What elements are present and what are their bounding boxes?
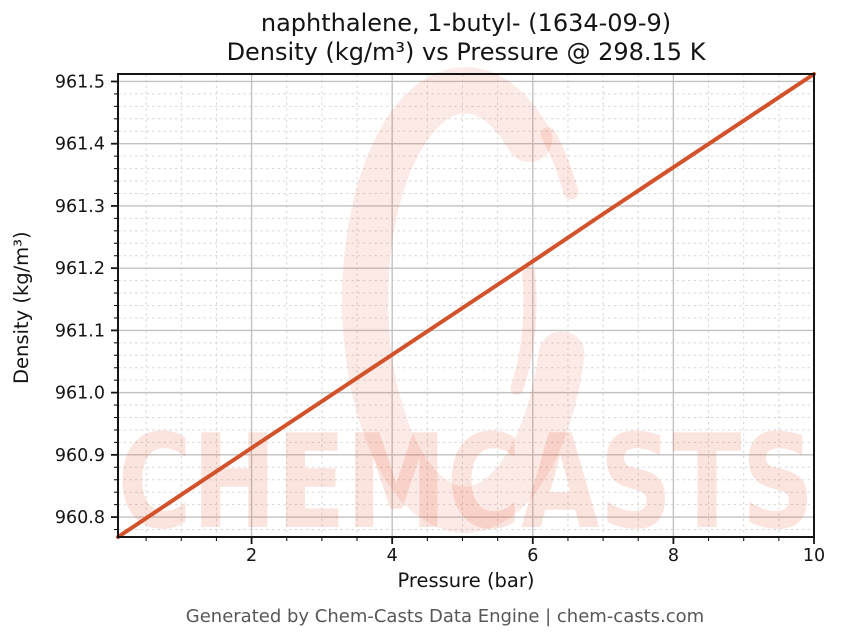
density-vs-pressure-line	[116, 72, 816, 539]
y-tick-label: 961.0	[55, 384, 105, 404]
watermark-brush-circle-icon	[342, 67, 585, 534]
watermark-text: CHEMCASTS	[118, 406, 815, 558]
x-tick-label: 8	[668, 546, 679, 566]
plot-border	[117, 73, 815, 538]
y-tick-label: 960.9	[55, 446, 105, 466]
y-axis-label: Density (kg/m³)	[10, 231, 33, 384]
chart-title: naphthalene, 1-butyl- (1634-09-9) Densit…	[118, 9, 814, 67]
y-tick-label: 961.5	[55, 72, 105, 92]
x-tick-label: 2	[246, 546, 257, 566]
x-tick-label: 6	[527, 546, 538, 566]
footer-credit: Generated by Chem-Casts Data Engine | ch…	[185, 606, 705, 627]
y-tick-label: 961.3	[55, 197, 105, 217]
y-tick-label: 960.8	[55, 508, 105, 528]
x-tick-label: 4	[387, 546, 398, 566]
chart-title-line1: naphthalene, 1-butyl- (1634-09-9)	[260, 9, 672, 37]
y-tick-label: 961.1	[55, 321, 105, 341]
chart-title-line2: Density (kg/m³) vs Pressure @ 298.15 K	[226, 38, 706, 66]
watermark-brush-swoosh-icon	[510, 266, 537, 395]
x-tick-label: 10	[803, 546, 825, 566]
y-tick-label: 961.4	[55, 135, 105, 155]
y-tick-label: 961.2	[55, 259, 105, 279]
watermark-brush-splash-icon	[540, 127, 579, 200]
x-axis-label: Pressure (bar)	[397, 569, 535, 592]
